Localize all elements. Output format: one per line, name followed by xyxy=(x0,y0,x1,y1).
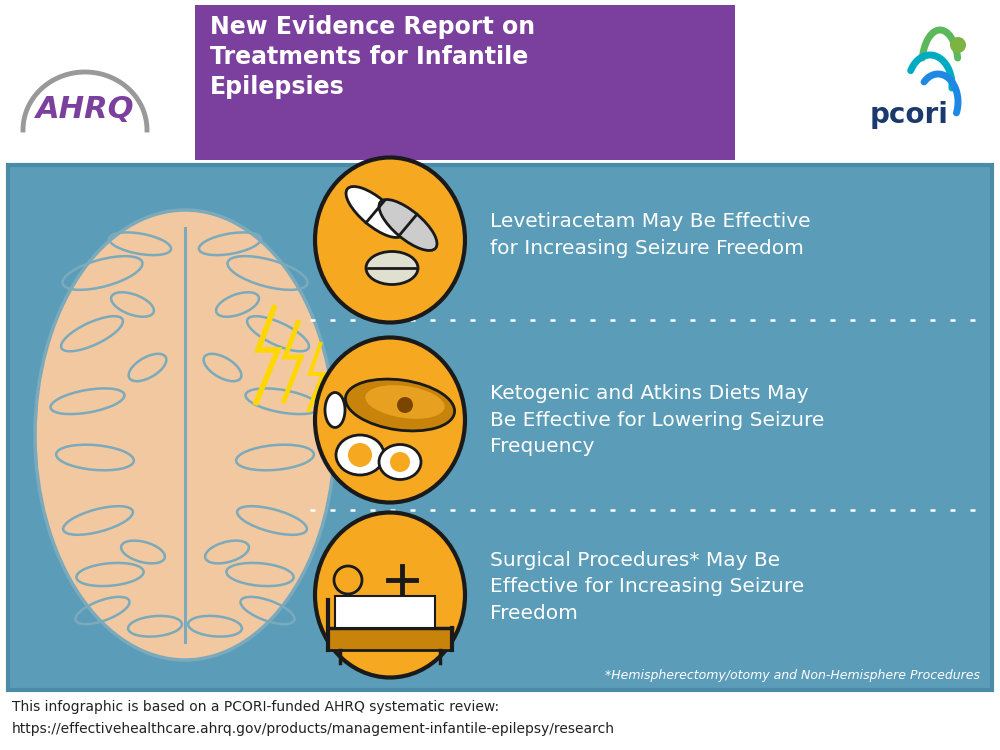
Text: Epilepsies: Epilepsies xyxy=(210,75,345,99)
Ellipse shape xyxy=(365,386,445,418)
Text: *Hemispherectomy/otomy and Non-Hemisphere Procedures: *Hemispherectomy/otomy and Non-Hemispher… xyxy=(605,669,980,682)
Text: Surgical Procedures* May Be
Effective for Increasing Seizure
Freedom: Surgical Procedures* May Be Effective fo… xyxy=(490,551,804,623)
Circle shape xyxy=(390,452,410,472)
Bar xyxy=(335,596,435,628)
Text: Ketogenic and Atkins Diets May
Be Effective for Lowering Seizure
Frequency: Ketogenic and Atkins Diets May Be Effect… xyxy=(490,384,824,456)
Ellipse shape xyxy=(35,210,335,660)
Ellipse shape xyxy=(325,392,345,427)
Circle shape xyxy=(348,443,372,467)
Text: pcori: pcori xyxy=(870,101,949,129)
Ellipse shape xyxy=(346,187,404,238)
Text: New Evidence Report on: New Evidence Report on xyxy=(210,15,535,39)
Ellipse shape xyxy=(315,512,465,677)
Text: AHRQ: AHRQ xyxy=(36,95,134,124)
Text: Treatments for Infantile: Treatments for Infantile xyxy=(210,45,528,69)
Ellipse shape xyxy=(345,379,455,431)
Text: This infographic is based on a PCORI-funded AHRQ systematic review:: This infographic is based on a PCORI-fun… xyxy=(12,700,499,714)
Bar xyxy=(328,628,452,650)
Text: Levetiracetam May Be Effective
for Increasing Seizure Freedom: Levetiracetam May Be Effective for Incre… xyxy=(490,212,811,258)
Bar xyxy=(195,5,735,160)
Circle shape xyxy=(950,37,966,53)
Circle shape xyxy=(397,397,413,413)
Text: https://effectivehealthcare.ahrq.gov/products/management-infantile-epilepsy/rese: https://effectivehealthcare.ahrq.gov/pro… xyxy=(12,722,615,736)
Bar xyxy=(8,165,992,690)
Ellipse shape xyxy=(336,435,384,475)
Ellipse shape xyxy=(315,338,465,502)
Ellipse shape xyxy=(379,445,421,479)
Ellipse shape xyxy=(379,200,437,250)
Ellipse shape xyxy=(366,251,418,284)
Ellipse shape xyxy=(315,158,465,322)
